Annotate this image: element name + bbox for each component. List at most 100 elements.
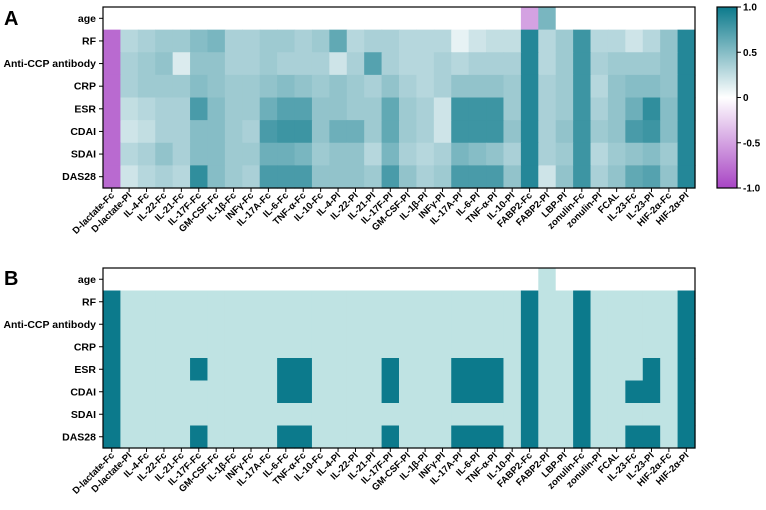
heatmap-cell — [399, 380, 418, 404]
heatmap-cell — [137, 425, 156, 449]
heatmap-cell — [486, 97, 505, 121]
row-label: CDAI — [70, 126, 96, 138]
heatmap-cell — [155, 74, 174, 99]
heatmap-cell — [207, 29, 226, 53]
heatmap-cell — [259, 165, 278, 189]
heatmap-cell — [207, 7, 226, 31]
heatmap-cell — [155, 97, 174, 121]
heatmap-cell — [155, 335, 174, 359]
heatmap-cell — [590, 358, 609, 382]
heatmap-cell — [259, 358, 278, 382]
heatmap-cell — [573, 313, 592, 337]
heatmap-cell — [346, 290, 365, 314]
heatmap-cell — [364, 97, 383, 121]
heatmap-cell — [677, 165, 696, 189]
heatmap-cell — [294, 29, 313, 53]
heatmap-cell — [190, 52, 209, 76]
heatmap-cell — [677, 52, 696, 76]
heatmap-cell — [520, 29, 539, 53]
heatmap-cell — [155, 142, 174, 166]
heatmap-cell — [224, 380, 243, 404]
heatmap-cell — [677, 380, 696, 404]
heatmap-cell — [137, 165, 156, 189]
heatmap-cell — [172, 29, 191, 53]
heatmap-cell — [642, 165, 661, 189]
heatmap-cell — [520, 120, 539, 144]
heatmap-cell — [468, 313, 487, 337]
heatmap-cell — [172, 142, 191, 166]
heatmap-cell — [364, 313, 383, 337]
row-label: DAS28 — [62, 431, 96, 443]
row-label: CDAI — [70, 386, 96, 398]
heatmap-cell — [311, 358, 330, 382]
heatmap-cell — [311, 74, 330, 99]
heatmap-cell — [503, 120, 522, 144]
heatmap-cell — [590, 52, 609, 76]
heatmap-cell — [555, 142, 574, 166]
heatmap-cell — [346, 52, 365, 76]
heatmap-cell — [573, 380, 592, 404]
heatmap-cell — [277, 380, 296, 404]
heatmap-cell — [207, 290, 226, 314]
heatmap-cell — [137, 120, 156, 144]
heatmap-cell — [103, 403, 122, 427]
heatmap-cell — [555, 52, 574, 76]
heatmap-cell — [590, 403, 609, 427]
heatmap-cell — [242, 335, 261, 359]
heatmap-cell — [573, 268, 592, 292]
heatmap-cell — [538, 380, 557, 404]
heatmap-cell — [590, 142, 609, 166]
heatmap-cell — [329, 7, 348, 31]
heatmap-cell — [433, 142, 452, 166]
heatmap-cell — [311, 29, 330, 53]
colorbar-tick-label: 1.0 — [743, 3, 757, 14]
heatmap-cell — [120, 268, 139, 292]
row-label: SDAI — [71, 149, 96, 161]
heatmap-cell — [399, 313, 418, 337]
heatmap-frame — [102, 267, 696, 449]
heatmap-cell — [207, 358, 226, 382]
heatmap-cell — [381, 52, 400, 76]
heatmap-cell — [555, 403, 574, 427]
heatmap-cell — [120, 7, 139, 31]
heatmap-cell — [399, 52, 418, 76]
heatmap-cell — [381, 165, 400, 189]
heatmap-cell — [625, 142, 644, 166]
heatmap-cell — [451, 335, 470, 359]
heatmap-cell — [451, 268, 470, 292]
heatmap-cell — [416, 335, 435, 359]
heatmap-cell — [555, 290, 574, 314]
heatmap-cell — [346, 335, 365, 359]
heatmap-cell — [137, 52, 156, 76]
heatmap-cell — [207, 165, 226, 189]
heatmap-cell — [346, 425, 365, 449]
heatmap-cell — [625, 335, 644, 359]
heatmap-cell — [607, 97, 626, 121]
heatmap-cell — [103, 313, 122, 337]
heatmap-cell — [381, 380, 400, 404]
heatmap-cell — [137, 335, 156, 359]
heatmap-cell — [311, 165, 330, 189]
heatmap-cell — [172, 7, 191, 31]
heatmap-cell — [660, 380, 679, 404]
heatmap-cell — [590, 7, 609, 31]
heatmap-cell — [468, 29, 487, 53]
heatmap-cell — [259, 290, 278, 314]
heatmap-cell — [503, 425, 522, 449]
heatmap-cell — [607, 74, 626, 99]
heatmap-cell — [190, 29, 209, 53]
heatmap-cell — [590, 313, 609, 337]
heatmap-cell — [520, 358, 539, 382]
heatmap-cell — [538, 358, 557, 382]
heatmap-cell — [294, 142, 313, 166]
heatmap-cell — [433, 380, 452, 404]
heatmap-cell — [677, 74, 696, 99]
heatmap-cell — [660, 268, 679, 292]
heatmap-cell — [120, 97, 139, 121]
heatmap-cell — [311, 142, 330, 166]
heatmap-cell — [451, 403, 470, 427]
heatmap-cell — [625, 74, 644, 99]
heatmap-cell — [642, 403, 661, 427]
heatmap-cell — [190, 7, 209, 31]
